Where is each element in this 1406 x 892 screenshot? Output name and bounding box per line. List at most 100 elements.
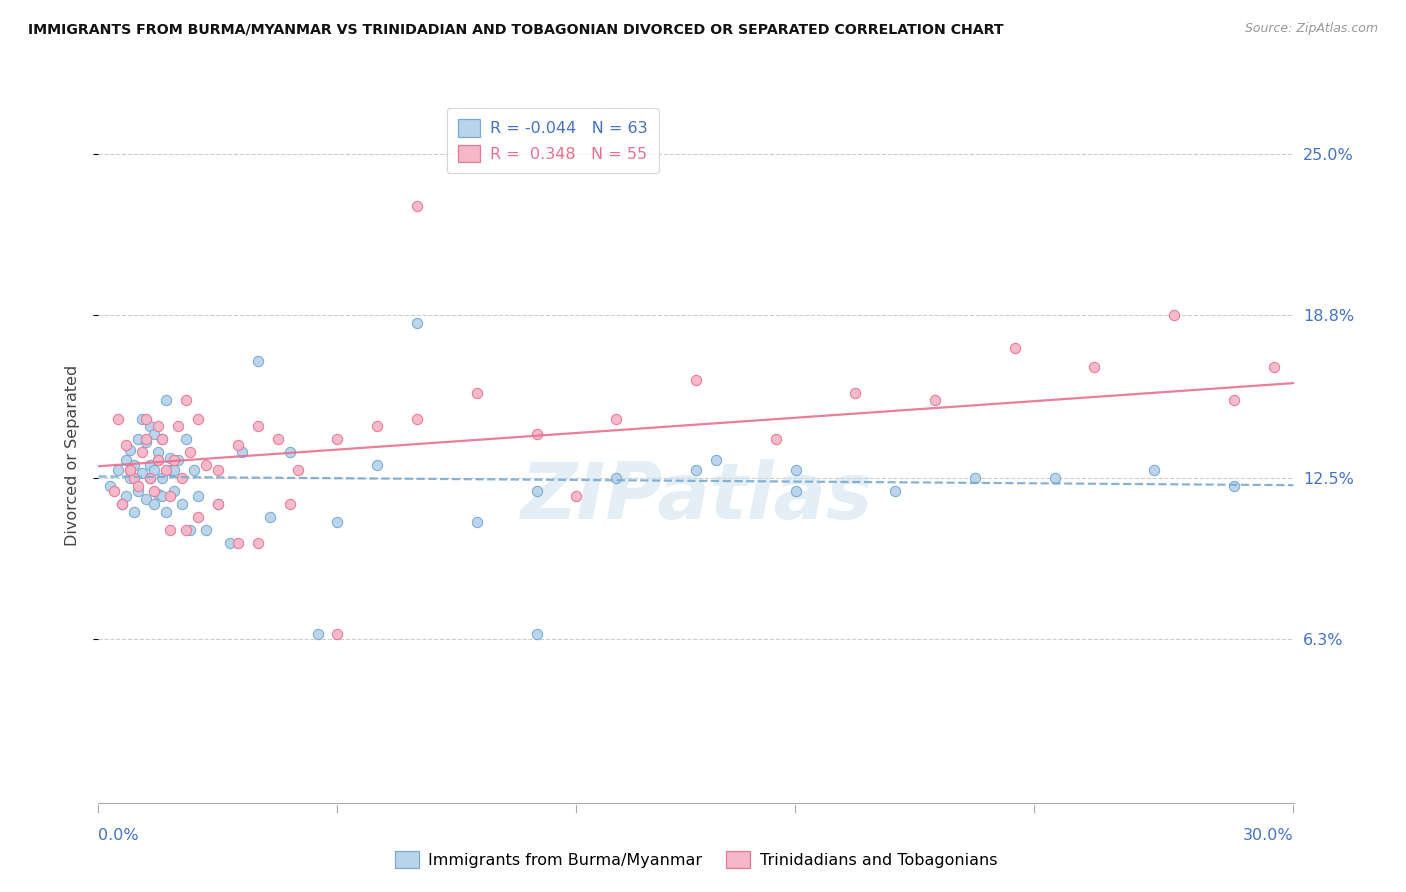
Point <box>1222 393 1246 408</box>
Point <box>159 523 181 537</box>
Point <box>465 516 488 530</box>
Point <box>124 471 146 485</box>
Point <box>765 433 787 447</box>
Point <box>127 479 149 493</box>
Point <box>150 471 173 485</box>
Point <box>207 497 229 511</box>
Point <box>115 453 138 467</box>
Point <box>366 419 388 434</box>
Text: IMMIGRANTS FROM BURMA/MYANMAR VS TRINIDADIAN AND TOBAGONIAN DIVORCED OR SEPARATE: IMMIGRANTS FROM BURMA/MYANMAR VS TRINIDA… <box>28 22 1004 37</box>
Point <box>278 497 301 511</box>
Point <box>326 516 349 530</box>
Point <box>111 497 134 511</box>
Point <box>131 445 153 459</box>
Point <box>844 385 866 400</box>
Point <box>1083 359 1105 374</box>
Point <box>685 463 707 477</box>
Point <box>167 453 190 467</box>
Point <box>605 471 627 485</box>
Point <box>246 354 269 368</box>
Point <box>884 484 907 499</box>
Point <box>150 433 173 447</box>
Point <box>685 373 707 387</box>
Y-axis label: Divorced or Separated: Divorced or Separated <box>65 364 80 546</box>
Point <box>163 453 186 467</box>
Point <box>187 510 209 524</box>
Point <box>174 393 197 408</box>
Point <box>226 536 249 550</box>
Point <box>124 458 146 473</box>
Point <box>326 627 349 641</box>
Point <box>115 437 138 451</box>
Point <box>103 484 125 499</box>
Point <box>155 463 177 477</box>
Legend: Immigrants from Burma/Myanmar, Trinidadians and Tobagonians: Immigrants from Burma/Myanmar, Trinidadi… <box>388 845 1004 875</box>
Point <box>163 484 186 499</box>
Point <box>246 419 269 434</box>
Point <box>148 487 170 501</box>
Point <box>183 463 205 477</box>
Point <box>143 484 166 499</box>
Point <box>924 393 946 408</box>
Point <box>406 199 429 213</box>
Point <box>226 437 249 451</box>
Point <box>1143 463 1166 477</box>
Text: ZIPatlas: ZIPatlas <box>520 458 872 534</box>
Point <box>150 490 173 504</box>
Point <box>139 419 162 434</box>
Point <box>148 419 170 434</box>
Point <box>259 510 281 524</box>
Point <box>127 484 149 499</box>
Point <box>406 316 429 330</box>
Point <box>231 445 253 459</box>
Text: Source: ZipAtlas.com: Source: ZipAtlas.com <box>1244 22 1378 36</box>
Point <box>785 484 807 499</box>
Point <box>143 463 166 477</box>
Point <box>526 427 548 442</box>
Point <box>115 490 138 504</box>
Point <box>785 463 807 477</box>
Point <box>155 393 177 408</box>
Point <box>167 419 190 434</box>
Point <box>135 434 157 449</box>
Point <box>207 463 229 477</box>
Point <box>526 484 548 499</box>
Point <box>465 385 488 400</box>
Point <box>131 411 153 425</box>
Point <box>307 627 329 641</box>
Point <box>1222 479 1246 493</box>
Point <box>120 471 142 485</box>
Point <box>704 453 727 467</box>
Point <box>135 491 157 506</box>
Point <box>172 471 194 485</box>
Point <box>246 536 269 550</box>
Point <box>148 453 170 467</box>
Point <box>174 433 197 447</box>
Point <box>111 497 134 511</box>
Point <box>174 523 197 537</box>
Point <box>159 490 181 504</box>
Point <box>187 411 209 425</box>
Point <box>139 471 162 485</box>
Point <box>187 490 209 504</box>
Point <box>195 458 218 473</box>
Point <box>172 497 194 511</box>
Point <box>526 627 548 641</box>
Point <box>326 433 349 447</box>
Point <box>100 479 122 493</box>
Point <box>131 466 153 480</box>
Point <box>179 445 201 459</box>
Point <box>148 453 170 467</box>
Point <box>139 471 162 485</box>
Point <box>219 536 242 550</box>
Point <box>107 463 129 477</box>
Point <box>135 411 157 425</box>
Point <box>120 463 142 477</box>
Point <box>159 450 181 465</box>
Point <box>207 497 229 511</box>
Point <box>195 523 218 537</box>
Point <box>1043 471 1066 485</box>
Point <box>267 433 290 447</box>
Point <box>366 458 388 473</box>
Point <box>1004 342 1026 356</box>
